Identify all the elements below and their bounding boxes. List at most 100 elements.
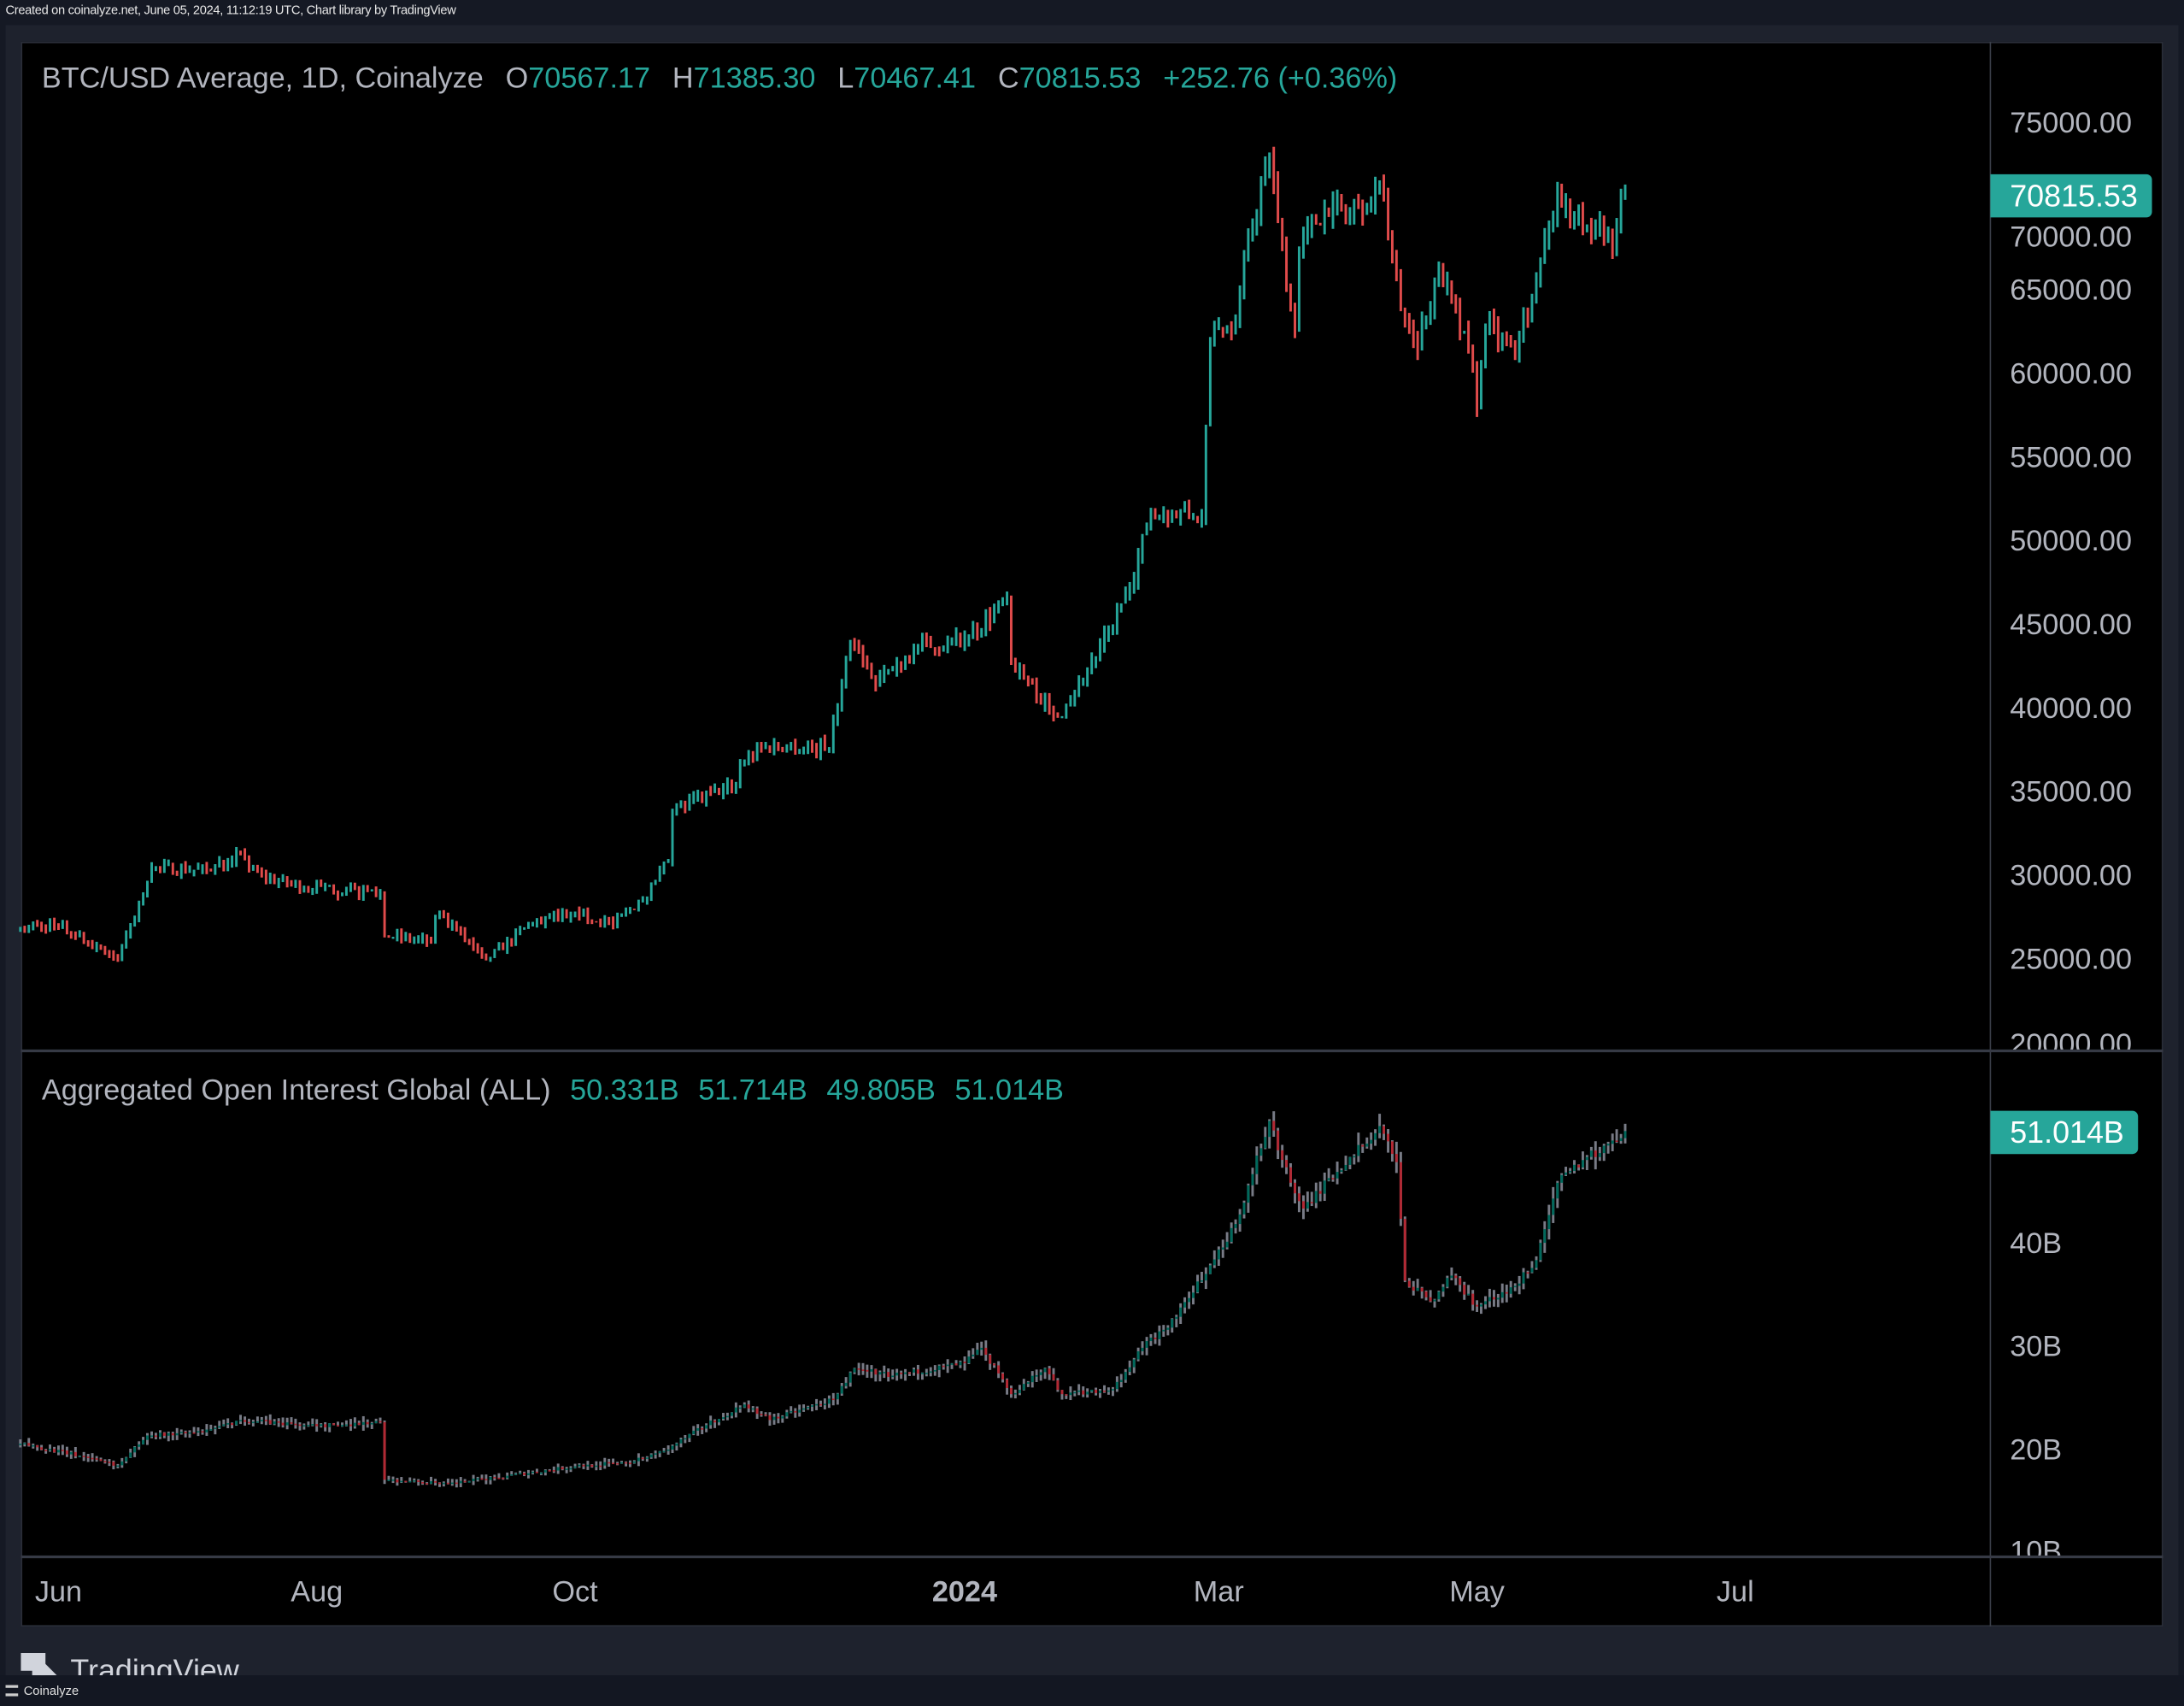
- oi-candle-body: [184, 1432, 187, 1434]
- price-candle: [1611, 228, 1614, 259]
- oi-candle-body: [36, 1444, 39, 1448]
- price-candle: [582, 909, 585, 917]
- tradingview-logo[interactable]: ▜◣ TradingView: [21, 1653, 238, 1675]
- price-candle: [920, 632, 924, 652]
- oi-candle-body: [1192, 1292, 1195, 1298]
- price-candle: [857, 639, 860, 654]
- oi-candle-body: [480, 1478, 484, 1480]
- oi-candle-body: [637, 1457, 640, 1462]
- oi-candle-body: [383, 1421, 386, 1480]
- price-candle: [543, 915, 547, 929]
- price-axis-tick: 40000.00: [2010, 692, 2133, 725]
- oi-candle-wick: [625, 1461, 628, 1467]
- price-candle: [666, 859, 670, 863]
- oi-candle-wick: [722, 1413, 725, 1421]
- price-candle: [980, 627, 983, 638]
- price-candle: [904, 655, 907, 670]
- price-candle: [954, 627, 958, 646]
- oi-candle-wick: [1361, 1144, 1365, 1153]
- oi-candle-body: [1556, 1182, 1559, 1199]
- oi-candle-wick: [612, 1458, 615, 1464]
- oi-candle-body: [1433, 1299, 1436, 1302]
- price-candle: [129, 923, 132, 939]
- price-candle: [1069, 695, 1072, 707]
- oi-candle-body: [1119, 1380, 1123, 1383]
- price-axis-tick: 60000.00: [2010, 358, 2133, 391]
- price-candle: [1552, 210, 1555, 232]
- oi-candle-wick: [950, 1362, 954, 1369]
- oi-candle-body: [1399, 1162, 1402, 1220]
- oi-candle-wick: [1429, 1290, 1432, 1303]
- oi-candle-body: [357, 1422, 361, 1426]
- price-candle: [785, 744, 789, 753]
- oi-candle-body: [1407, 1280, 1411, 1287]
- oi-candle-body: [1289, 1167, 1292, 1183]
- oi-candle-body: [255, 1421, 259, 1423]
- oi-candle-body: [1268, 1121, 1271, 1138]
- oi-candle-body: [997, 1365, 1001, 1374]
- price-candle: [913, 644, 915, 665]
- open-value: 70567.17: [528, 62, 651, 95]
- oi-open-value: 50.331B: [570, 1074, 679, 1107]
- price-candle: [99, 944, 103, 950]
- price-candle: [1204, 424, 1207, 526]
- oi-candle-body: [244, 1420, 247, 1422]
- oi-candle-body: [1552, 1198, 1555, 1215]
- oi-candle-body: [913, 1369, 915, 1373]
- oi-candle-wick: [69, 1450, 73, 1459]
- oi-candle-body: [129, 1452, 132, 1458]
- price-candle: [1437, 261, 1441, 287]
- price-candle: [730, 779, 733, 794]
- oi-candle-body: [679, 1438, 683, 1444]
- oi-candle-body: [239, 1420, 242, 1421]
- price-candle: [1179, 509, 1183, 526]
- oi-candle-body: [1145, 1341, 1148, 1348]
- oi-candle-body: [1294, 1182, 1296, 1194]
- price-candle: [1463, 330, 1466, 334]
- oi-candle-body: [1314, 1191, 1318, 1203]
- oi-candle-body: [264, 1420, 267, 1421]
- price-candle: [158, 866, 161, 874]
- oi-candle-body: [307, 1425, 310, 1427]
- high-label: H: [672, 62, 694, 95]
- oi-candle-body: [950, 1363, 954, 1365]
- oi-candle-wick: [387, 1475, 390, 1480]
- price-candle: [1535, 272, 1538, 304]
- oi-candle-body: [1560, 1174, 1564, 1183]
- oi-candle-body: [353, 1422, 356, 1427]
- oi-candle-body: [1052, 1374, 1055, 1380]
- oi-candle-wick: [1060, 1390, 1064, 1400]
- price-candle: [870, 662, 873, 679]
- oi-candle-wick: [1467, 1285, 1471, 1296]
- oi-candle-body: [1403, 1219, 1406, 1281]
- oi-candle-wick: [19, 1439, 22, 1448]
- oi-candle-body: [370, 1422, 373, 1425]
- price-candle: [400, 928, 403, 944]
- oi-candle-body: [328, 1423, 332, 1427]
- price-candle: [1006, 591, 1009, 606]
- oi-candle-body: [590, 1464, 594, 1468]
- price-candle: [696, 789, 700, 802]
- price-candle: [887, 668, 890, 675]
- oi-candle-body: [1594, 1150, 1597, 1157]
- oi-candle-body: [722, 1417, 725, 1420]
- price-candle: [344, 886, 348, 897]
- price-candle: [861, 644, 865, 668]
- oi-candle-body: [1484, 1301, 1487, 1305]
- price-candle: [69, 931, 73, 939]
- oi-candle-body: [285, 1422, 289, 1426]
- oi-candle-body: [1547, 1215, 1551, 1230]
- oi-candle-body: [831, 1398, 835, 1401]
- oi-candle-wick: [701, 1426, 704, 1434]
- price-candle: [989, 607, 992, 632]
- price-candle: [937, 646, 941, 656]
- oi-candle-body: [324, 1424, 327, 1427]
- price-candle: [823, 734, 826, 751]
- oi-candle-body: [1264, 1137, 1267, 1149]
- price-candle: [484, 953, 488, 961]
- oi-candle-body: [916, 1369, 919, 1374]
- oi-candle-wick: [1103, 1385, 1106, 1393]
- oi-candle-body: [1336, 1172, 1339, 1179]
- oi-candle-body: [980, 1347, 983, 1350]
